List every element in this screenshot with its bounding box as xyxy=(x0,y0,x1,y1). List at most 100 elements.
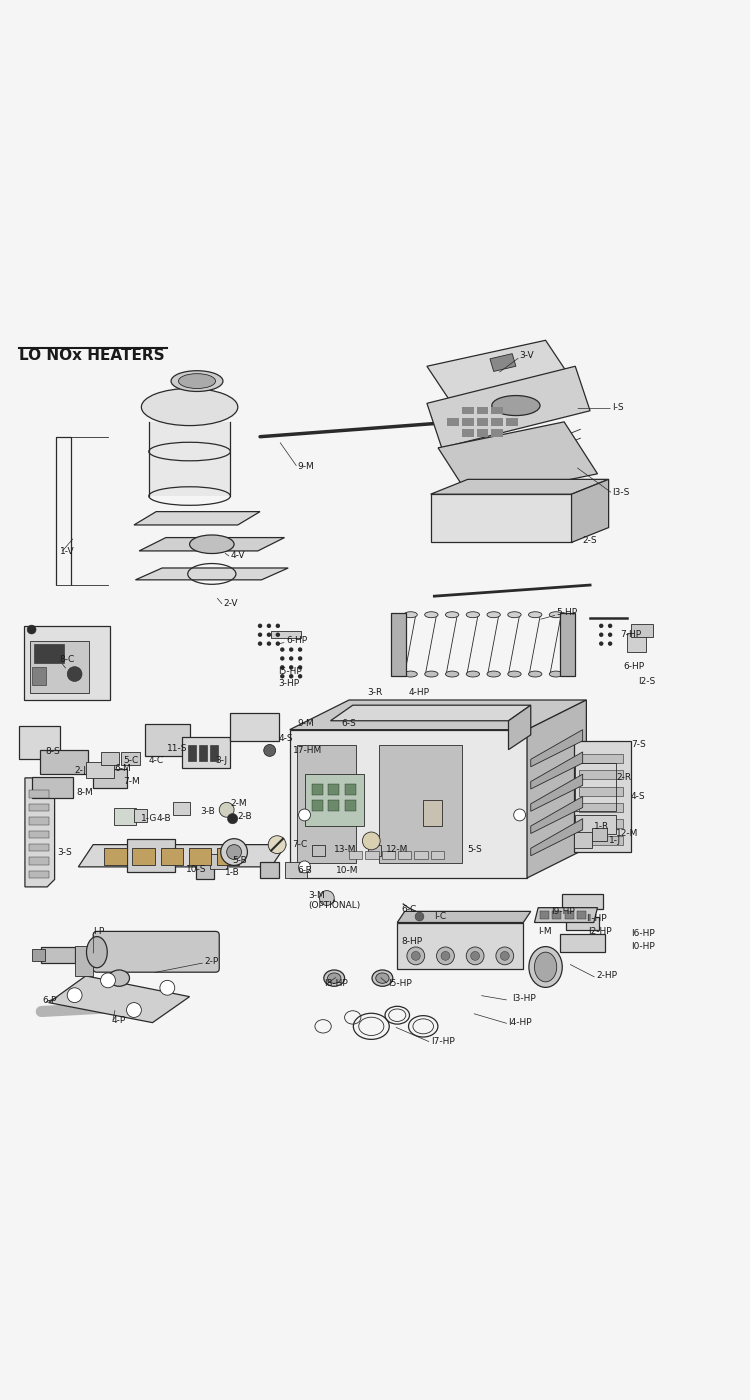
Text: I2-S: I2-S xyxy=(638,678,656,686)
Polygon shape xyxy=(574,741,631,853)
Bar xyxy=(574,832,592,848)
Ellipse shape xyxy=(404,612,417,617)
Bar xyxy=(365,851,379,860)
Circle shape xyxy=(258,641,262,645)
Text: 6-HP: 6-HP xyxy=(623,662,644,671)
Bar xyxy=(34,644,64,664)
FancyBboxPatch shape xyxy=(93,931,219,972)
Bar xyxy=(28,830,50,839)
Polygon shape xyxy=(535,907,598,923)
Bar xyxy=(160,848,183,865)
Circle shape xyxy=(27,624,36,634)
Bar xyxy=(398,851,411,860)
Bar xyxy=(579,755,623,763)
Circle shape xyxy=(220,839,248,865)
Polygon shape xyxy=(331,706,531,721)
Text: 6-S: 6-S xyxy=(342,720,356,728)
Circle shape xyxy=(275,623,280,629)
Circle shape xyxy=(298,665,302,669)
Text: 6-P: 6-P xyxy=(43,995,57,1005)
Bar xyxy=(114,808,136,825)
Polygon shape xyxy=(438,421,598,500)
Polygon shape xyxy=(531,774,583,811)
Polygon shape xyxy=(430,494,572,542)
Text: 1-G: 1-G xyxy=(141,815,158,823)
Text: I5-HP: I5-HP xyxy=(278,668,302,676)
Polygon shape xyxy=(25,778,55,888)
Bar xyxy=(28,844,50,851)
Text: I9-HP: I9-HP xyxy=(551,907,575,916)
Bar xyxy=(173,802,190,815)
Text: 4-C: 4-C xyxy=(148,756,164,766)
Text: 3-S: 3-S xyxy=(58,847,72,857)
Bar xyxy=(189,848,211,865)
Text: 4-V: 4-V xyxy=(230,550,244,560)
Bar xyxy=(506,419,518,426)
Circle shape xyxy=(267,633,272,637)
Polygon shape xyxy=(430,479,609,494)
Ellipse shape xyxy=(171,371,223,392)
Bar xyxy=(122,752,140,766)
Polygon shape xyxy=(49,976,190,1022)
Bar xyxy=(476,407,488,414)
Circle shape xyxy=(289,657,293,661)
Text: 2-P: 2-P xyxy=(205,956,219,966)
Ellipse shape xyxy=(466,612,479,617)
Text: I3-HP: I3-HP xyxy=(512,994,536,1004)
Text: 2-B: 2-B xyxy=(238,812,253,820)
Text: 4-HP: 4-HP xyxy=(409,687,430,697)
Circle shape xyxy=(280,673,284,679)
Text: 2-HP: 2-HP xyxy=(596,972,617,980)
Bar xyxy=(19,727,60,759)
Text: 3-V: 3-V xyxy=(520,350,534,360)
Polygon shape xyxy=(572,479,609,542)
Bar xyxy=(24,626,110,700)
Text: 2-J: 2-J xyxy=(75,766,87,776)
Text: 8-C: 8-C xyxy=(60,655,75,665)
Bar xyxy=(344,801,355,811)
Bar xyxy=(462,407,474,414)
Ellipse shape xyxy=(549,612,562,617)
Bar xyxy=(349,851,362,860)
Bar xyxy=(491,430,503,437)
Bar xyxy=(631,623,653,637)
Bar xyxy=(382,851,395,860)
Ellipse shape xyxy=(86,937,107,967)
Circle shape xyxy=(289,673,293,679)
Bar xyxy=(579,819,623,829)
Text: 11-S: 11-S xyxy=(167,743,188,753)
Bar xyxy=(230,713,278,741)
Ellipse shape xyxy=(508,671,521,678)
Circle shape xyxy=(160,980,175,995)
Polygon shape xyxy=(398,923,524,969)
Bar xyxy=(32,777,74,798)
Text: I0-HP: I0-HP xyxy=(631,942,655,951)
Circle shape xyxy=(268,836,286,854)
Circle shape xyxy=(298,657,302,661)
Polygon shape xyxy=(509,706,531,749)
Ellipse shape xyxy=(549,671,562,678)
Bar xyxy=(297,745,356,864)
Circle shape xyxy=(298,809,310,820)
Bar xyxy=(344,784,355,795)
Bar xyxy=(182,736,230,769)
Bar xyxy=(577,911,586,918)
Bar xyxy=(328,784,340,795)
Circle shape xyxy=(258,633,262,637)
Text: II-HP: II-HP xyxy=(586,914,607,923)
Circle shape xyxy=(298,647,302,652)
Circle shape xyxy=(298,861,310,872)
Bar xyxy=(540,911,548,918)
Bar xyxy=(41,946,74,963)
Text: 1-J: 1-J xyxy=(609,836,621,846)
Text: 12-M: 12-M xyxy=(386,846,409,854)
Ellipse shape xyxy=(446,671,459,678)
Text: 5-C: 5-C xyxy=(123,756,138,766)
Bar xyxy=(491,419,503,426)
Bar xyxy=(575,815,616,833)
Bar xyxy=(86,762,114,778)
Bar xyxy=(379,745,462,864)
Ellipse shape xyxy=(492,396,540,416)
Circle shape xyxy=(275,633,280,637)
Ellipse shape xyxy=(466,671,479,678)
